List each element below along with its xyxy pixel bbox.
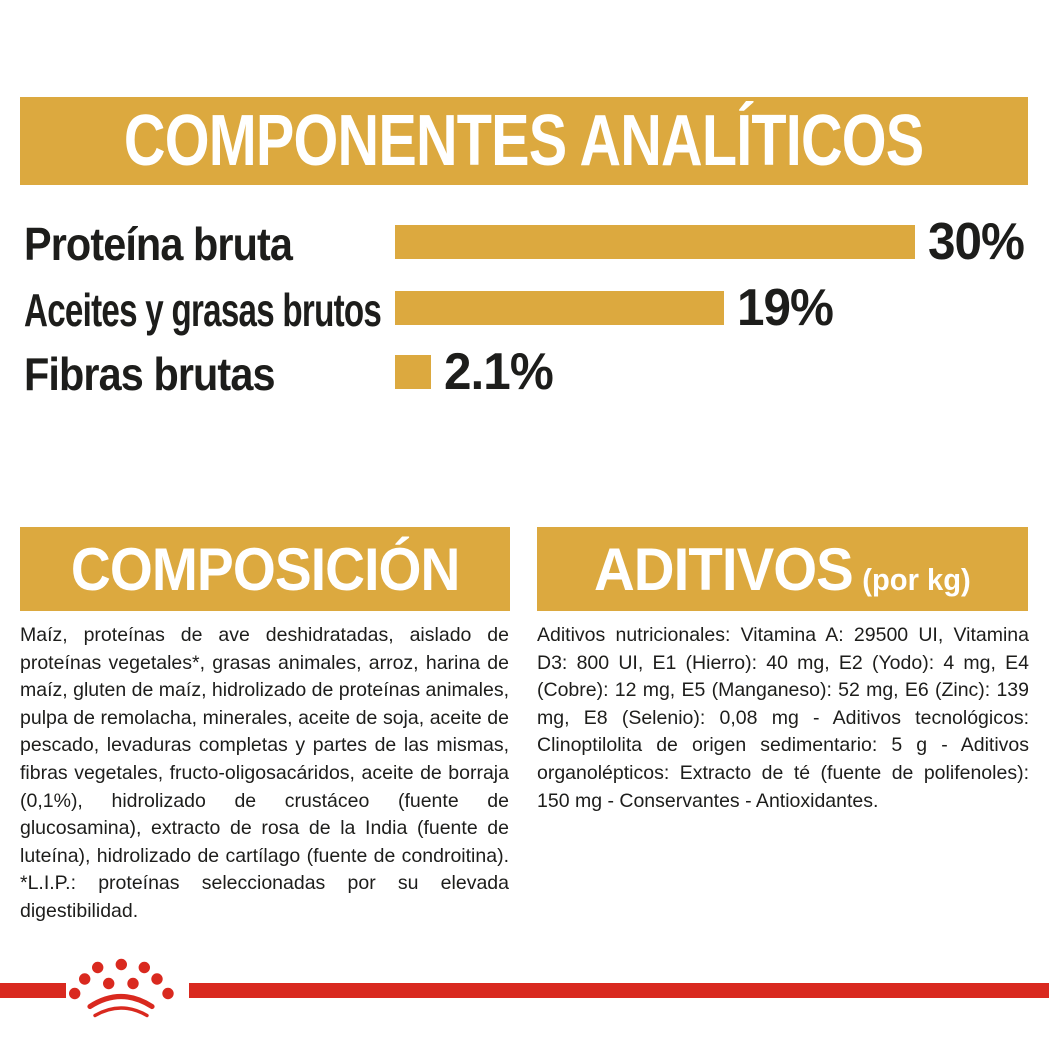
bar-label-2: Aceites y grasas brutos — [24, 284, 382, 336]
footer-rule-right — [189, 983, 1049, 998]
bar-3 — [395, 355, 431, 389]
additives-title-group: ADITIVOS (por kg) — [594, 535, 971, 604]
bar-1 — [395, 225, 915, 259]
bar-row-3: 2.1% — [395, 346, 559, 398]
analytical-components-title: COMPONENTES ANALÍTICOS — [124, 101, 924, 181]
royal-canin-crown-icon — [69, 958, 174, 1018]
additives-text: Aditivos nutricionales: Vitamina A: 2950… — [537, 624, 1029, 812]
bar-label-3: Fibras brutas — [24, 348, 275, 400]
bar-2 — [395, 291, 724, 325]
additives-title-suffix: (por kg) — [862, 561, 971, 597]
bar-value-3: 2.1% — [444, 343, 554, 401]
composition-banner: COMPOSICIÓN — [20, 527, 510, 611]
bar-row-1: 30% — [395, 216, 1029, 268]
composition-title: COMPOSICIÓN — [70, 535, 460, 603]
bar-label-1: Proteína bruta — [24, 218, 293, 270]
footer-rule-left — [0, 983, 66, 998]
additives-title: ADITIVOS — [594, 535, 854, 603]
bar-value-1: 30% — [928, 213, 1025, 271]
composition-text: Maíz, proteínas de ave deshidratadas, ai… — [20, 624, 509, 922]
analytical-components-banner: COMPONENTES ANALÍTICOS — [20, 97, 1028, 185]
bar-value-2: 19% — [737, 279, 834, 337]
additives-banner: ADITIVOS (por kg) — [537, 527, 1028, 611]
bar-row-2: 19% — [395, 282, 838, 334]
